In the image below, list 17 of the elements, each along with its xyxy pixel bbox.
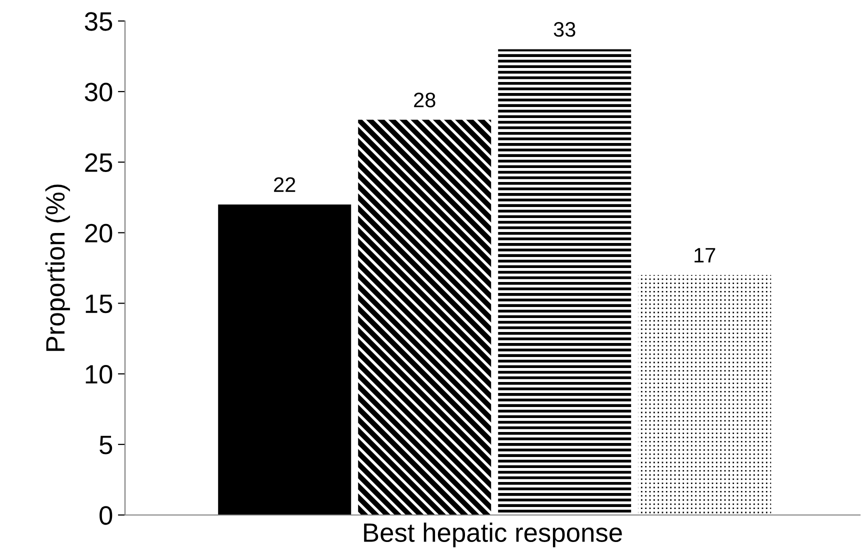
y-tick-label: 25 — [85, 153, 112, 172]
bar — [638, 275, 772, 515]
y-tick-label: 10 — [86, 364, 112, 384]
y-tick-label: 15 — [86, 294, 112, 314]
y-axis-title: Proportion (%) — [45, 184, 70, 351]
y-tick-label: 30 — [84, 82, 112, 102]
data-label: 28 — [414, 92, 436, 108]
data-label: 22 — [274, 177, 296, 192]
y-tick-label: 0 — [100, 506, 112, 525]
data-label: 17 — [694, 248, 716, 262]
data-label: 33 — [554, 22, 576, 37]
y-tick-label: 20 — [85, 224, 112, 243]
bar — [218, 204, 352, 515]
x-axis-title: Best hepatic response — [364, 522, 622, 548]
y-tick-label: 5 — [100, 436, 112, 454]
bar — [358, 120, 492, 515]
y-tick-label: 35 — [84, 12, 112, 31]
